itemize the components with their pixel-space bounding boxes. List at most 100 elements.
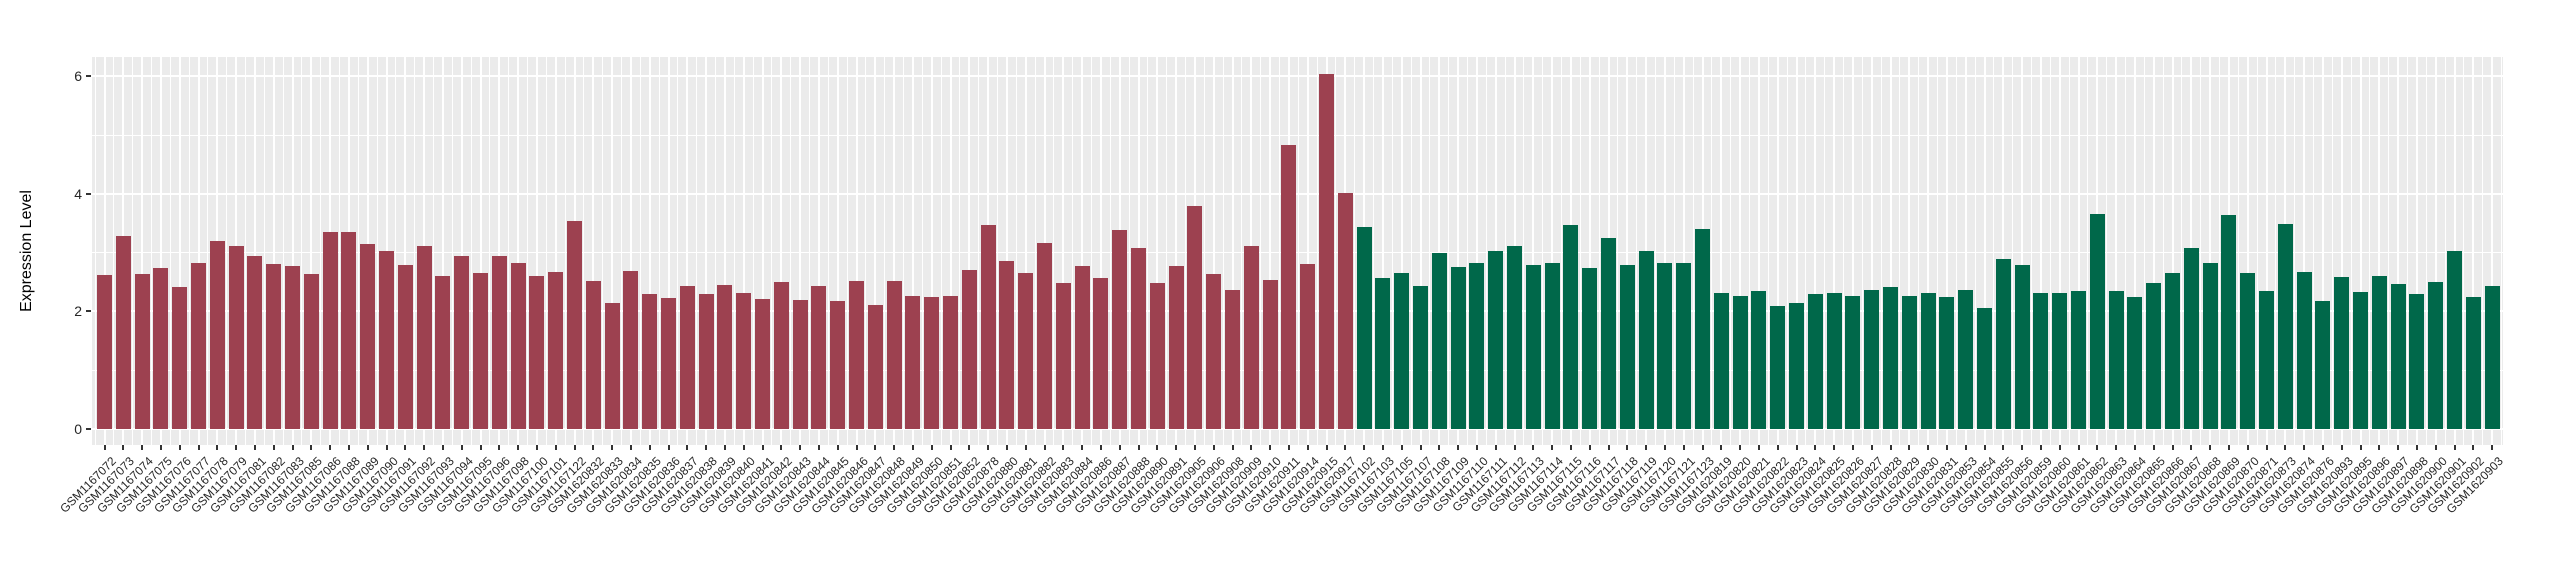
gridline-vertical-major bbox=[592, 57, 595, 445]
gridline-vertical-major bbox=[611, 57, 614, 445]
x-axis-tick bbox=[1607, 445, 1610, 450]
x-axis-tick bbox=[1833, 445, 1836, 450]
gridline-vertical-major bbox=[2246, 57, 2249, 445]
gridline-vertical-minor bbox=[433, 57, 434, 445]
bar bbox=[341, 232, 357, 429]
bar bbox=[416, 246, 432, 429]
x-axis-tick bbox=[366, 445, 369, 450]
x-axis-tick bbox=[1927, 445, 1930, 450]
x-axis-tick bbox=[197, 445, 200, 450]
x-axis-tick bbox=[404, 445, 407, 450]
gridline-vertical-major bbox=[535, 57, 538, 445]
gridline-vertical-minor bbox=[602, 57, 604, 445]
bar bbox=[1563, 224, 1579, 429]
x-axis-tick bbox=[874, 445, 877, 450]
x-axis-tick bbox=[1776, 445, 1779, 450]
x-axis-tick bbox=[817, 445, 820, 450]
bar bbox=[1074, 265, 1090, 429]
bar bbox=[1695, 229, 1710, 429]
gridline-vertical-major bbox=[911, 57, 914, 445]
x-axis-tick bbox=[1306, 445, 1309, 450]
bar bbox=[1883, 286, 1898, 429]
gridline-vertical-major bbox=[1945, 57, 1948, 445]
gridline-vertical-minor bbox=[658, 57, 660, 445]
x-axis-tick bbox=[1851, 445, 1854, 450]
bar bbox=[1601, 238, 1616, 429]
gridline-vertical-minor bbox=[2068, 57, 2070, 445]
gridline-vertical-minor bbox=[1861, 57, 1863, 445]
gridline-vertical-minor bbox=[1053, 57, 1055, 445]
gridline-vertical-minor bbox=[395, 57, 397, 445]
gridline-vertical-minor bbox=[451, 57, 453, 445]
gridline-vertical-major bbox=[1438, 57, 1441, 445]
gridline-vertical-minor bbox=[2463, 57, 2465, 445]
x-axis-tick bbox=[1325, 445, 1328, 450]
gridline-vertical-minor bbox=[1109, 57, 1111, 445]
bar bbox=[2409, 293, 2425, 429]
bar bbox=[679, 285, 695, 429]
bar bbox=[886, 281, 902, 429]
gridline-vertical-minor bbox=[1918, 57, 1920, 445]
x-axis-tick bbox=[235, 445, 238, 450]
gridline-vertical-major bbox=[874, 57, 877, 445]
gridline-vertical-minor bbox=[2425, 57, 2427, 445]
gridline-vertical-major bbox=[1588, 57, 1591, 445]
x-axis-tick bbox=[347, 445, 350, 450]
gridline-vertical-major bbox=[1306, 57, 1309, 445]
y-axis-tick bbox=[86, 75, 91, 78]
gridline-vertical-major bbox=[2397, 57, 2400, 445]
x-axis-tick bbox=[272, 445, 275, 450]
gridline-vertical-major bbox=[667, 57, 670, 445]
gridline-vertical-minor bbox=[2031, 57, 2032, 445]
x-axis-tick bbox=[987, 445, 990, 450]
bar bbox=[2484, 286, 2500, 429]
gridline-vertical-major bbox=[2472, 57, 2475, 445]
gridline-vertical-minor bbox=[1354, 57, 1356, 445]
bar bbox=[2183, 248, 2199, 429]
gridline-vertical-major bbox=[968, 57, 971, 445]
gridline-vertical-major bbox=[1212, 57, 1215, 445]
bar bbox=[529, 275, 545, 429]
gridline-vertical-minor bbox=[752, 57, 754, 445]
bar bbox=[2146, 282, 2162, 429]
bar bbox=[1864, 290, 1880, 429]
bar bbox=[961, 269, 977, 429]
gridline-vertical-major bbox=[949, 57, 952, 445]
gridline-vertical-major bbox=[1005, 57, 1008, 445]
bar bbox=[1901, 295, 1917, 429]
gridline-vertical-major bbox=[1475, 57, 1478, 445]
y-axis-title: Expression Level bbox=[18, 190, 35, 312]
bar bbox=[2428, 282, 2444, 429]
gridline-vertical-minor bbox=[1316, 57, 1318, 445]
gridline-vertical-major bbox=[2152, 57, 2155, 445]
x-axis-tick bbox=[2397, 445, 2400, 450]
bar bbox=[1845, 295, 1861, 429]
gridline-vertical-minor bbox=[1203, 57, 1205, 445]
gridline-vertical-minor bbox=[1598, 57, 1600, 445]
gridline-vertical-major bbox=[1776, 57, 1779, 445]
bar bbox=[322, 232, 338, 429]
gridline-vertical-major bbox=[404, 57, 407, 445]
gridline-vertical-minor bbox=[1391, 57, 1393, 445]
x-axis-tick bbox=[535, 445, 538, 450]
x-axis-tick bbox=[799, 445, 802, 450]
gridline-vertical-minor bbox=[1542, 57, 1544, 445]
x-axis-tick bbox=[517, 445, 520, 450]
bar bbox=[303, 274, 319, 429]
gridline-horizontal-major bbox=[92, 310, 2503, 313]
x-axis-tick bbox=[2453, 445, 2456, 450]
bar bbox=[1488, 251, 1504, 429]
bar bbox=[1958, 290, 1974, 429]
gridline-vertical-minor bbox=[978, 57, 980, 445]
gridline-vertical-major bbox=[1175, 57, 1178, 445]
bar bbox=[1337, 192, 1353, 429]
x-axis-tick bbox=[479, 445, 482, 450]
gridline-vertical-minor bbox=[357, 57, 359, 445]
gridline-vertical-major bbox=[2340, 57, 2343, 445]
gridline-vertical-minor bbox=[527, 57, 528, 445]
bar bbox=[548, 272, 564, 429]
bar bbox=[867, 304, 883, 429]
x-axis-tick bbox=[968, 445, 971, 450]
bar bbox=[792, 300, 808, 429]
x-axis-tick bbox=[1118, 445, 1121, 450]
